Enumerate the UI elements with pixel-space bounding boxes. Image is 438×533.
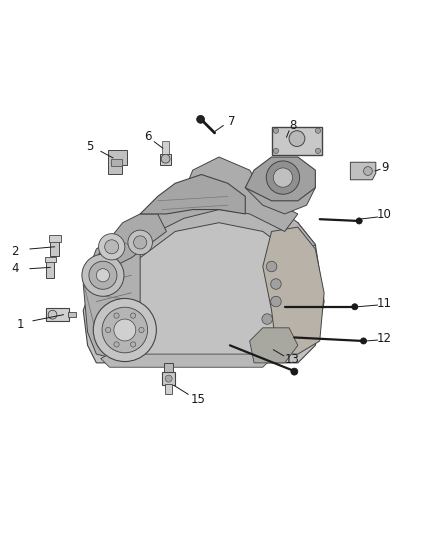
Text: 12: 12 bbox=[377, 332, 392, 345]
Bar bbox=[68, 312, 76, 317]
Circle shape bbox=[93, 298, 156, 361]
Circle shape bbox=[99, 233, 125, 260]
Bar bbox=[49, 236, 61, 241]
Circle shape bbox=[271, 279, 281, 289]
Bar bbox=[160, 154, 171, 165]
Circle shape bbox=[139, 327, 144, 333]
Bar bbox=[162, 141, 169, 155]
Circle shape bbox=[114, 319, 136, 341]
Text: 11: 11 bbox=[377, 297, 392, 310]
Polygon shape bbox=[245, 157, 315, 201]
Circle shape bbox=[82, 254, 124, 296]
Text: 15: 15 bbox=[191, 393, 205, 406]
Circle shape bbox=[273, 168, 293, 187]
Bar bbox=[162, 373, 175, 385]
Circle shape bbox=[273, 148, 279, 154]
Circle shape bbox=[271, 296, 281, 307]
Circle shape bbox=[289, 131, 305, 147]
Text: 8: 8 bbox=[289, 119, 296, 132]
Circle shape bbox=[269, 172, 296, 199]
Text: 10: 10 bbox=[377, 208, 392, 221]
Bar bbox=[272, 127, 322, 155]
Bar bbox=[46, 259, 54, 278]
Circle shape bbox=[48, 310, 57, 319]
Polygon shape bbox=[96, 214, 166, 266]
Circle shape bbox=[131, 342, 136, 347]
Circle shape bbox=[266, 161, 300, 194]
Circle shape bbox=[360, 338, 367, 344]
Circle shape bbox=[197, 115, 205, 123]
Polygon shape bbox=[83, 214, 324, 363]
Polygon shape bbox=[140, 174, 245, 214]
Circle shape bbox=[89, 261, 117, 289]
Circle shape bbox=[114, 313, 119, 318]
Circle shape bbox=[352, 304, 358, 310]
Polygon shape bbox=[101, 354, 272, 367]
Polygon shape bbox=[245, 161, 315, 214]
Bar bbox=[45, 257, 56, 262]
Text: 1: 1 bbox=[16, 318, 24, 331]
Circle shape bbox=[315, 128, 321, 133]
Bar bbox=[46, 308, 69, 321]
Polygon shape bbox=[250, 328, 298, 363]
Polygon shape bbox=[350, 162, 376, 180]
Circle shape bbox=[131, 313, 136, 318]
Circle shape bbox=[315, 148, 321, 154]
Circle shape bbox=[275, 177, 290, 193]
Text: 2: 2 bbox=[11, 245, 19, 257]
Bar bbox=[164, 363, 173, 373]
Circle shape bbox=[266, 261, 277, 272]
Circle shape bbox=[356, 218, 362, 224]
Circle shape bbox=[364, 167, 372, 175]
Circle shape bbox=[114, 342, 119, 347]
Circle shape bbox=[106, 327, 111, 333]
Circle shape bbox=[134, 236, 147, 249]
Circle shape bbox=[102, 307, 148, 353]
Polygon shape bbox=[158, 157, 298, 231]
Bar bbox=[165, 384, 172, 394]
Text: 7: 7 bbox=[227, 115, 235, 127]
Circle shape bbox=[165, 375, 172, 382]
Polygon shape bbox=[263, 227, 324, 354]
Text: 4: 4 bbox=[11, 262, 19, 275]
Polygon shape bbox=[83, 231, 140, 363]
Circle shape bbox=[96, 269, 110, 282]
Circle shape bbox=[262, 314, 272, 324]
Circle shape bbox=[161, 155, 170, 163]
Text: 13: 13 bbox=[285, 353, 300, 366]
Text: 9: 9 bbox=[381, 161, 389, 174]
Polygon shape bbox=[108, 150, 127, 174]
Circle shape bbox=[273, 128, 279, 133]
Polygon shape bbox=[131, 166, 315, 258]
Text: 5: 5 bbox=[86, 140, 93, 154]
Circle shape bbox=[291, 368, 298, 375]
Text: 6: 6 bbox=[144, 130, 152, 143]
Bar bbox=[111, 159, 122, 166]
Circle shape bbox=[105, 240, 119, 254]
Circle shape bbox=[128, 230, 152, 255]
Bar bbox=[50, 237, 59, 255]
